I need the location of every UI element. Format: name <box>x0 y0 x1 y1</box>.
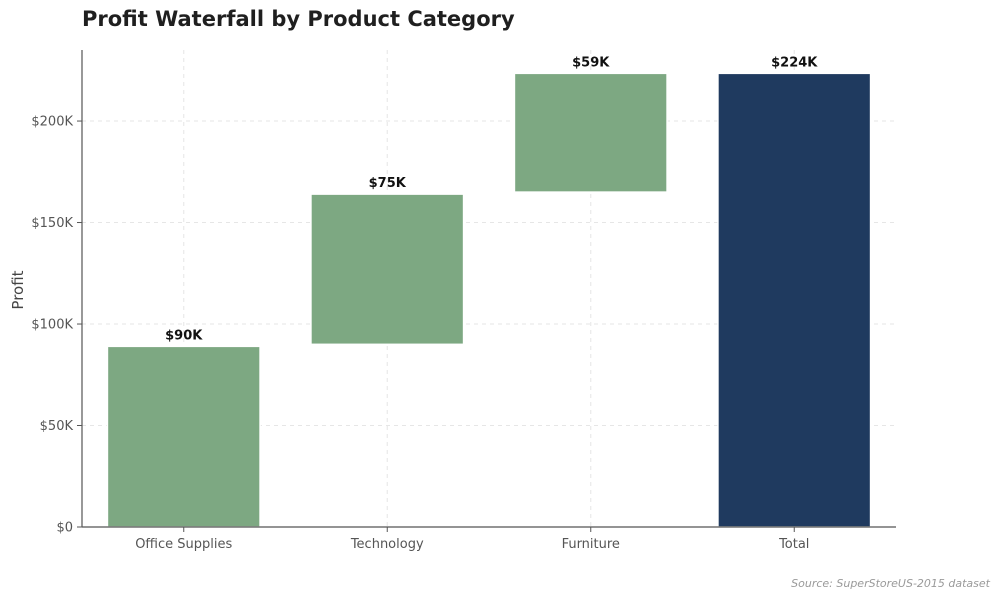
data-label-technology: $75K <box>369 176 407 191</box>
x-tick-label: Furniture <box>562 537 620 552</box>
data-label-total: $224K <box>771 55 818 70</box>
bar-office-supplies <box>106 345 261 528</box>
x-ticks: Office Supplies Technology Furniture Total <box>135 527 809 552</box>
chart-title: Profit Waterfall by Product Category <box>82 7 515 31</box>
y-tick-label: $150K <box>31 216 73 231</box>
axes <box>81 50 896 528</box>
data-labels: $90K $75K $59K $224K <box>165 55 818 343</box>
x-tick-label: Technology <box>350 537 424 552</box>
source-note: Source: SuperStoreUS-2015 dataset <box>791 577 991 590</box>
bar-total <box>717 72 872 528</box>
data-label-office-supplies: $90K <box>165 328 203 343</box>
y-tick-label: $50K <box>40 419 74 434</box>
y-axis-label: Profit <box>9 270 27 309</box>
y-tick-label: $100K <box>31 318 73 333</box>
bar-furniture <box>513 72 668 193</box>
bars <box>106 72 872 528</box>
y-ticks: $0 $50K $100K $150K $200K <box>31 115 82 536</box>
x-tick-label: Total <box>778 537 809 552</box>
y-tick-label: $200K <box>31 115 73 130</box>
x-tick-label: Office Supplies <box>135 537 232 552</box>
y-tick-label: $0 <box>56 521 73 536</box>
bar-technology <box>310 193 465 346</box>
data-label-furniture: $59K <box>572 55 610 70</box>
